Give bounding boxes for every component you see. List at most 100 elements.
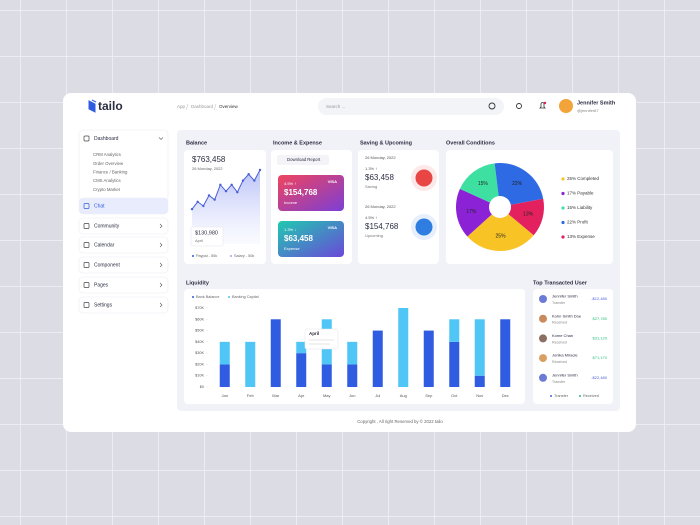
- footer: Copyright , All right Reserved by © 2022…: [357, 419, 443, 424]
- breadcrumb-item[interactable]: Overview: [219, 104, 239, 109]
- legend-dot: [561, 177, 565, 181]
- bell-icon[interactable]: [539, 102, 546, 109]
- legend-dot: [228, 296, 230, 298]
- balance-point: [219, 183, 222, 187]
- x-tick-label: Jun: [349, 393, 355, 398]
- bar-segment: [270, 319, 281, 387]
- sidebar-item[interactable]: [78, 217, 169, 235]
- user-amount: $71,170: [593, 355, 608, 360]
- chevron: [158, 137, 164, 140]
- bar-segment: [372, 330, 383, 387]
- search-box[interactable]: [318, 98, 504, 115]
- sidebar-item[interactable]: [78, 256, 169, 274]
- bar-segment: [449, 319, 460, 342]
- breadcrumb-separator: [213, 103, 217, 111]
- bar-segment: [245, 341, 256, 387]
- legend-label: 22% Profit: [567, 220, 589, 225]
- legend-dot: [192, 255, 194, 257]
- user-role: Received: [552, 321, 567, 325]
- user-role: Received: [552, 360, 567, 364]
- chevron: [159, 302, 163, 308]
- section-title: Income & Expense: [273, 140, 322, 146]
- user-name: Jennifer Smith: [552, 372, 578, 377]
- pie-slice: [456, 188, 492, 237]
- avatar[interactable]: [559, 99, 573, 113]
- x-tick-label: Jul: [375, 393, 380, 398]
- user-handle: @jennifer87: [577, 108, 599, 113]
- date: 26 Monday, 2022: [365, 204, 396, 209]
- sidebar-label[interactable]: Dashboard: [94, 136, 119, 142]
- sidebar-label[interactable]: Settings: [94, 302, 113, 308]
- sidebar-subitem[interactable]: Crypto Market: [93, 187, 121, 192]
- pie-slice: [508, 198, 544, 236]
- user-role: Received: [552, 340, 567, 344]
- chevron: [159, 242, 163, 248]
- search-placeholder[interactable]: Search ...: [326, 104, 345, 109]
- sidebar-item[interactable]: [78, 197, 169, 215]
- breadcrumb-item[interactable]: App: [177, 104, 186, 109]
- y-tick-label: $60K: [195, 317, 204, 321]
- sidebar-label[interactable]: Pages: [94, 282, 109, 288]
- chevron: [159, 282, 163, 288]
- breadcrumb-item[interactable]: Dashboard: [191, 104, 214, 109]
- card-change: 1.3% ↓: [284, 227, 296, 232]
- user-avatar: [539, 373, 547, 382]
- sidebar-subitem[interactable]: CRM Analytics: [93, 152, 121, 157]
- sidebar-subitem[interactable]: Order Overview: [93, 161, 124, 166]
- legend-dot: [561, 206, 565, 210]
- notification-dot: [543, 101, 547, 105]
- x-tick-label: Nov: [476, 393, 483, 398]
- sidebar-label[interactable]: Calendar: [94, 242, 115, 248]
- card: [533, 289, 613, 404]
- balance-point: [213, 198, 216, 201]
- legend-label: 25% Completed: [567, 176, 600, 181]
- bar-segment: [423, 330, 434, 387]
- credit-card: [278, 221, 344, 257]
- date: 26 Monday, 2022: [192, 166, 223, 171]
- sidebar-subitem[interactable]: CMS Analytics: [93, 178, 121, 183]
- balance-point: [236, 191, 239, 194]
- x-tick-label: Apr: [298, 393, 305, 398]
- legend-dot: [579, 395, 581, 397]
- sidebar-item[interactable]: [78, 296, 169, 314]
- sidebar-label[interactable]: Chat: [94, 203, 105, 209]
- button-label[interactable]: Download Report: [287, 157, 321, 162]
- legend-label: Received: [583, 394, 599, 398]
- x-tick-label: Jan: [222, 393, 228, 398]
- legend-dot: [192, 296, 194, 298]
- legend-dot: [550, 395, 552, 397]
- bar-segment: [500, 319, 511, 387]
- bar-segment: [219, 341, 230, 365]
- credit-card: [278, 175, 344, 211]
- user-amount: $27,780: [593, 316, 608, 321]
- search-icon[interactable]: [488, 102, 496, 110]
- item-label: Upcoming: [365, 233, 383, 238]
- y-tick-label: $70K: [195, 306, 204, 310]
- sidebar-icon: [83, 242, 90, 248]
- balance-point: [253, 179, 256, 182]
- chevron: [159, 262, 163, 268]
- sidebar-item[interactable]: [78, 236, 169, 254]
- card-brand: VISA: [328, 179, 337, 184]
- balance-point: [247, 173, 250, 176]
- sidebar-item[interactable]: [78, 276, 169, 294]
- theme-icon[interactable]: [516, 103, 522, 109]
- x-tick-label: Sep: [425, 393, 433, 398]
- bar-segment: [296, 353, 307, 387]
- bar-segment: [347, 341, 358, 365]
- balance-point: [241, 179, 245, 182]
- date: 26 Monday, 2022: [365, 155, 396, 160]
- download-button[interactable]: [277, 155, 329, 165]
- sidebar-label[interactable]: Community: [94, 223, 120, 229]
- legend-value: 22%: [567, 220, 576, 225]
- tooltip-label: April: [309, 331, 319, 336]
- sidebar-subitem[interactable]: Finance / Banking: [93, 170, 128, 175]
- bar-segment: [296, 341, 307, 354]
- bar-segment: [219, 364, 230, 387]
- sidebar-label[interactable]: Component: [94, 262, 120, 268]
- bar-segment: [398, 308, 409, 387]
- card-change: 4.5% ↑: [284, 181, 296, 186]
- user-avatar: [539, 314, 547, 323]
